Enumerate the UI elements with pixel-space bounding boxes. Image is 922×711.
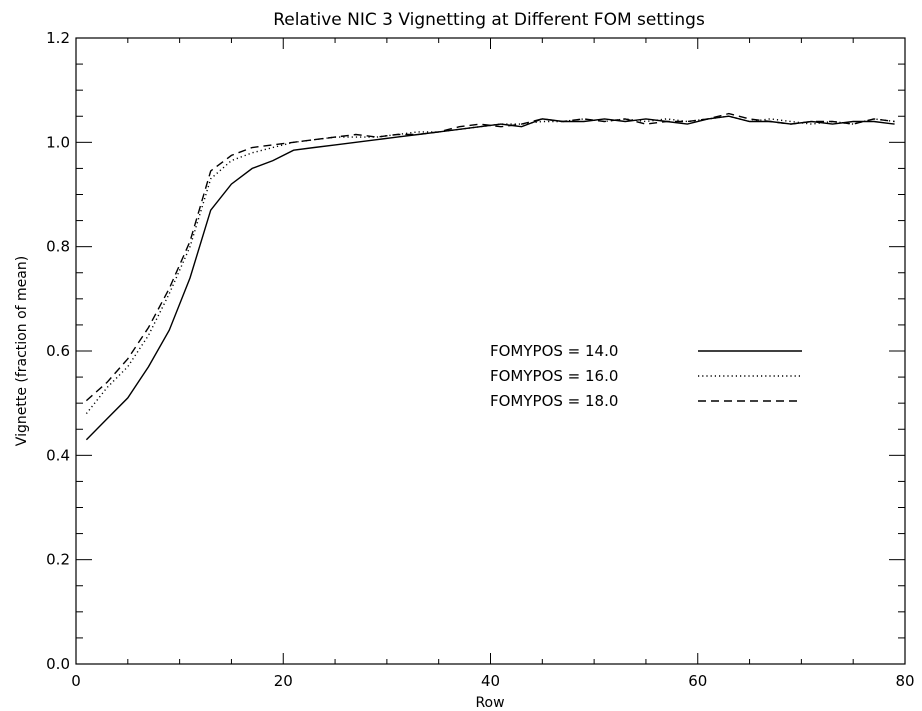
legend-label-3: FOMYPOS = 18.0 [490, 392, 618, 410]
x-tick-label: 0 [71, 672, 81, 690]
y-tick-label: 0.4 [46, 446, 70, 464]
y-tick-label: 1.0 [46, 133, 70, 151]
y-tick-label: 1.2 [46, 29, 70, 47]
x-tick-label: 40 [481, 672, 500, 690]
x-tick-label: 20 [274, 672, 293, 690]
axis-ticks [75, 37, 906, 665]
legend: FOMYPOS = 14.0 FOMYPOS = 16.0 FOMYPOS = 18… [490, 342, 802, 410]
series-lines [85, 112, 895, 441]
legend-label-1: FOMYPOS = 14.0 [490, 342, 618, 360]
y-tick-label: 0.2 [46, 551, 70, 569]
axis-tick-labels: 0 20 40 60 80 0.0 0.2 0.4 0.6 0.8 1.0 1.2 [46, 29, 914, 690]
legend-label-2: FOMYPOS = 16.0 [490, 367, 618, 385]
y-tick-label: 0.0 [46, 655, 70, 673]
chart-title: Relative NIC 3 Vignetting at Different F… [273, 10, 705, 30]
y-tick-label: 0.6 [46, 342, 70, 360]
y-axis-label: Vignette (fraction of mean) [14, 256, 30, 446]
y-tick-label: 0.8 [46, 238, 70, 256]
series-line-2 [85, 115, 895, 415]
x-tick-label: 80 [895, 672, 914, 690]
x-tick-label: 60 [688, 672, 707, 690]
series-line-3 [85, 112, 895, 402]
x-axis-label: Row [475, 695, 504, 711]
